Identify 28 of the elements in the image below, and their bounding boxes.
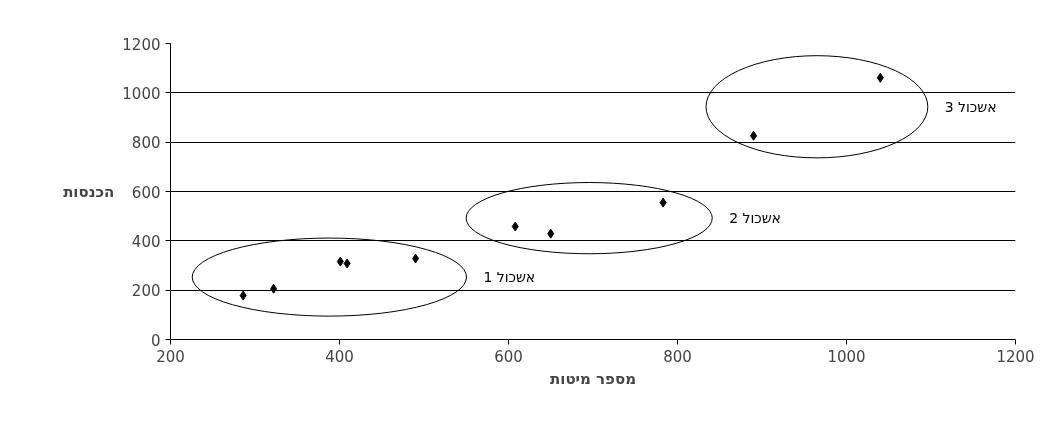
point: [336, 256, 344, 267]
annotation: אשכול 1: [483, 269, 536, 286]
point: [750, 130, 758, 141]
point: [239, 290, 247, 301]
point: [547, 228, 555, 239]
y-tick-label: 200: [131, 282, 161, 301]
point: [270, 283, 278, 294]
point: [343, 258, 351, 269]
point: [412, 253, 420, 264]
point: [876, 72, 884, 83]
y-tick-label: 400: [131, 232, 161, 251]
x-tick-label: 600: [494, 347, 523, 366]
point: [511, 221, 519, 232]
y-tick-label: 1200: [122, 35, 161, 54]
x-tick-label: 800: [663, 347, 692, 366]
annotation: אשכול 3: [944, 98, 997, 115]
y-tick-label: 800: [131, 134, 161, 153]
x-tick-label: 1200: [996, 347, 1035, 366]
x-axis-title: מספר מיטות: [549, 369, 637, 388]
y-axis-title: הכנסות: [63, 182, 115, 201]
y-tick-label: 0: [150, 331, 161, 350]
x-tick-label: 200: [156, 347, 185, 366]
x-tick-label: 1000: [827, 347, 866, 366]
point: [659, 197, 667, 208]
x-tick-label: 400: [325, 347, 354, 366]
y-tick-label: 1000: [122, 84, 161, 103]
y-tick-label: 600: [131, 183, 161, 202]
annotation: אשכול 2: [729, 210, 781, 227]
